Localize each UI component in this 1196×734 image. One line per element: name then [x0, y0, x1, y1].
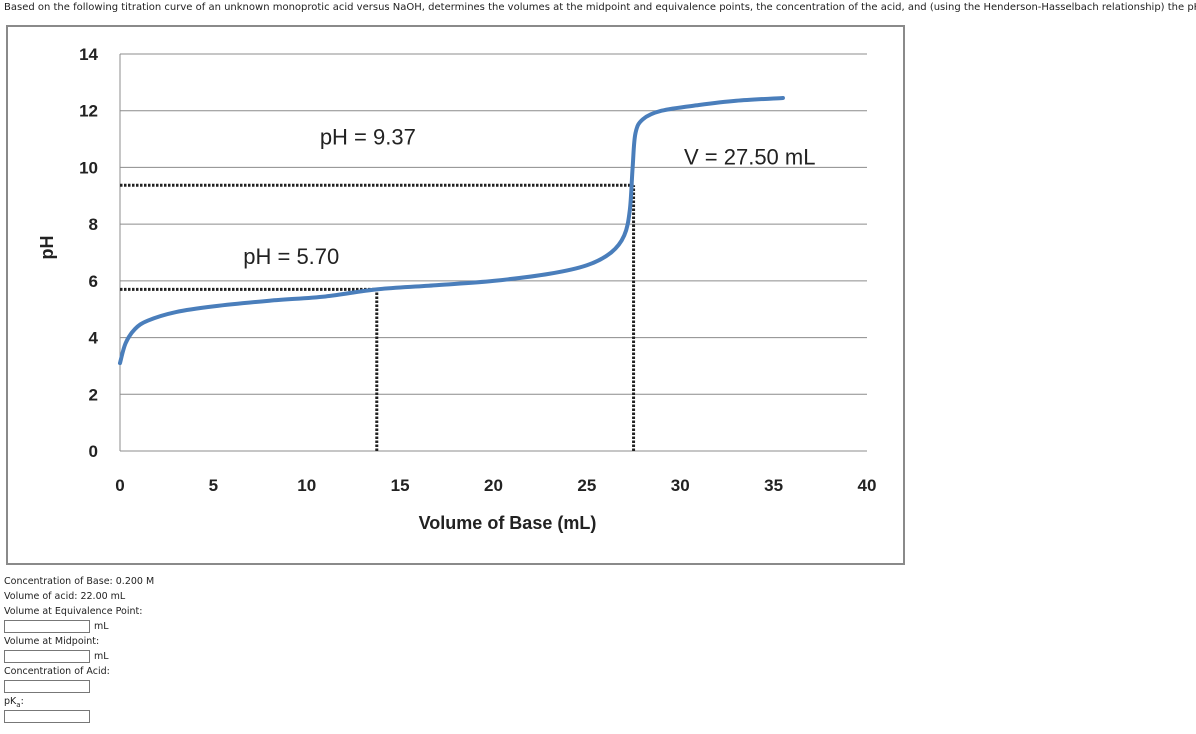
y-axis-title: pH — [37, 236, 57, 260]
answer-form: Concentration of Base: 0.200 M Volume of… — [4, 574, 154, 724]
midpoint-unit: mL — [94, 651, 109, 662]
x-tick-label: 20 — [484, 476, 503, 495]
midpoint-label: Volume at Midpoint: — [4, 636, 100, 647]
y-tick-label: 8 — [89, 215, 98, 234]
y-tick-label: 12 — [79, 102, 98, 121]
x-tick-label: 25 — [577, 476, 596, 495]
y-tick-label: 14 — [79, 45, 98, 64]
annotation-label: pH = 5.70 — [243, 244, 339, 269]
volume-of-acid: Volume of acid: 22.00 mL — [4, 591, 126, 602]
y-tick-label: 2 — [89, 385, 98, 404]
titration-chart: 0 2 4 6 8 10 12 14 0 5 10 15 20 25 30 35 40 Volume of Bas… — [37, 45, 877, 533]
y-tick-label: 10 — [79, 158, 98, 177]
y-tick-label: 4 — [89, 329, 99, 348]
question-text: Based on the following titration curve o… — [4, 2, 1196, 13]
x-tick-label: 5 — [209, 476, 218, 495]
concentration-of-base: Concentration of Base: 0.200 M — [4, 576, 155, 587]
pka-input[interactable] — [4, 710, 90, 723]
y-tick-label: 0 — [89, 442, 98, 461]
x-tick-label: 40 — [858, 476, 877, 495]
acid-concentration-label: Concentration of Acid: — [4, 666, 110, 677]
x-tick-label: 10 — [297, 476, 316, 495]
x-tick-label: 30 — [671, 476, 690, 495]
x-tick-label: 0 — [115, 476, 124, 495]
midpoint-volume-input[interactable] — [4, 650, 90, 663]
pka-label: pKa: — [4, 696, 24, 709]
titration-curve — [118, 95, 785, 366]
y-tick-label: 6 — [89, 272, 98, 291]
annotation-label: pH = 9.37 — [320, 125, 416, 150]
x-tick-label: 15 — [391, 476, 410, 495]
x-axis-title: Volume of Base (mL) — [419, 513, 597, 533]
x-tick-label: 35 — [764, 476, 783, 495]
equivalence-volume-input[interactable] — [4, 620, 90, 633]
acid-concentration-input[interactable] — [4, 680, 90, 693]
equivalence-label: Volume at Equivalence Point: — [4, 606, 143, 617]
equivalence-unit: mL — [94, 621, 109, 632]
chart-frame: 0 2 4 6 8 10 12 14 0 5 10 15 20 25 30 35 40 Volume of Bas… — [6, 25, 905, 565]
annotation-label: V = 27.50 mL — [684, 145, 815, 170]
